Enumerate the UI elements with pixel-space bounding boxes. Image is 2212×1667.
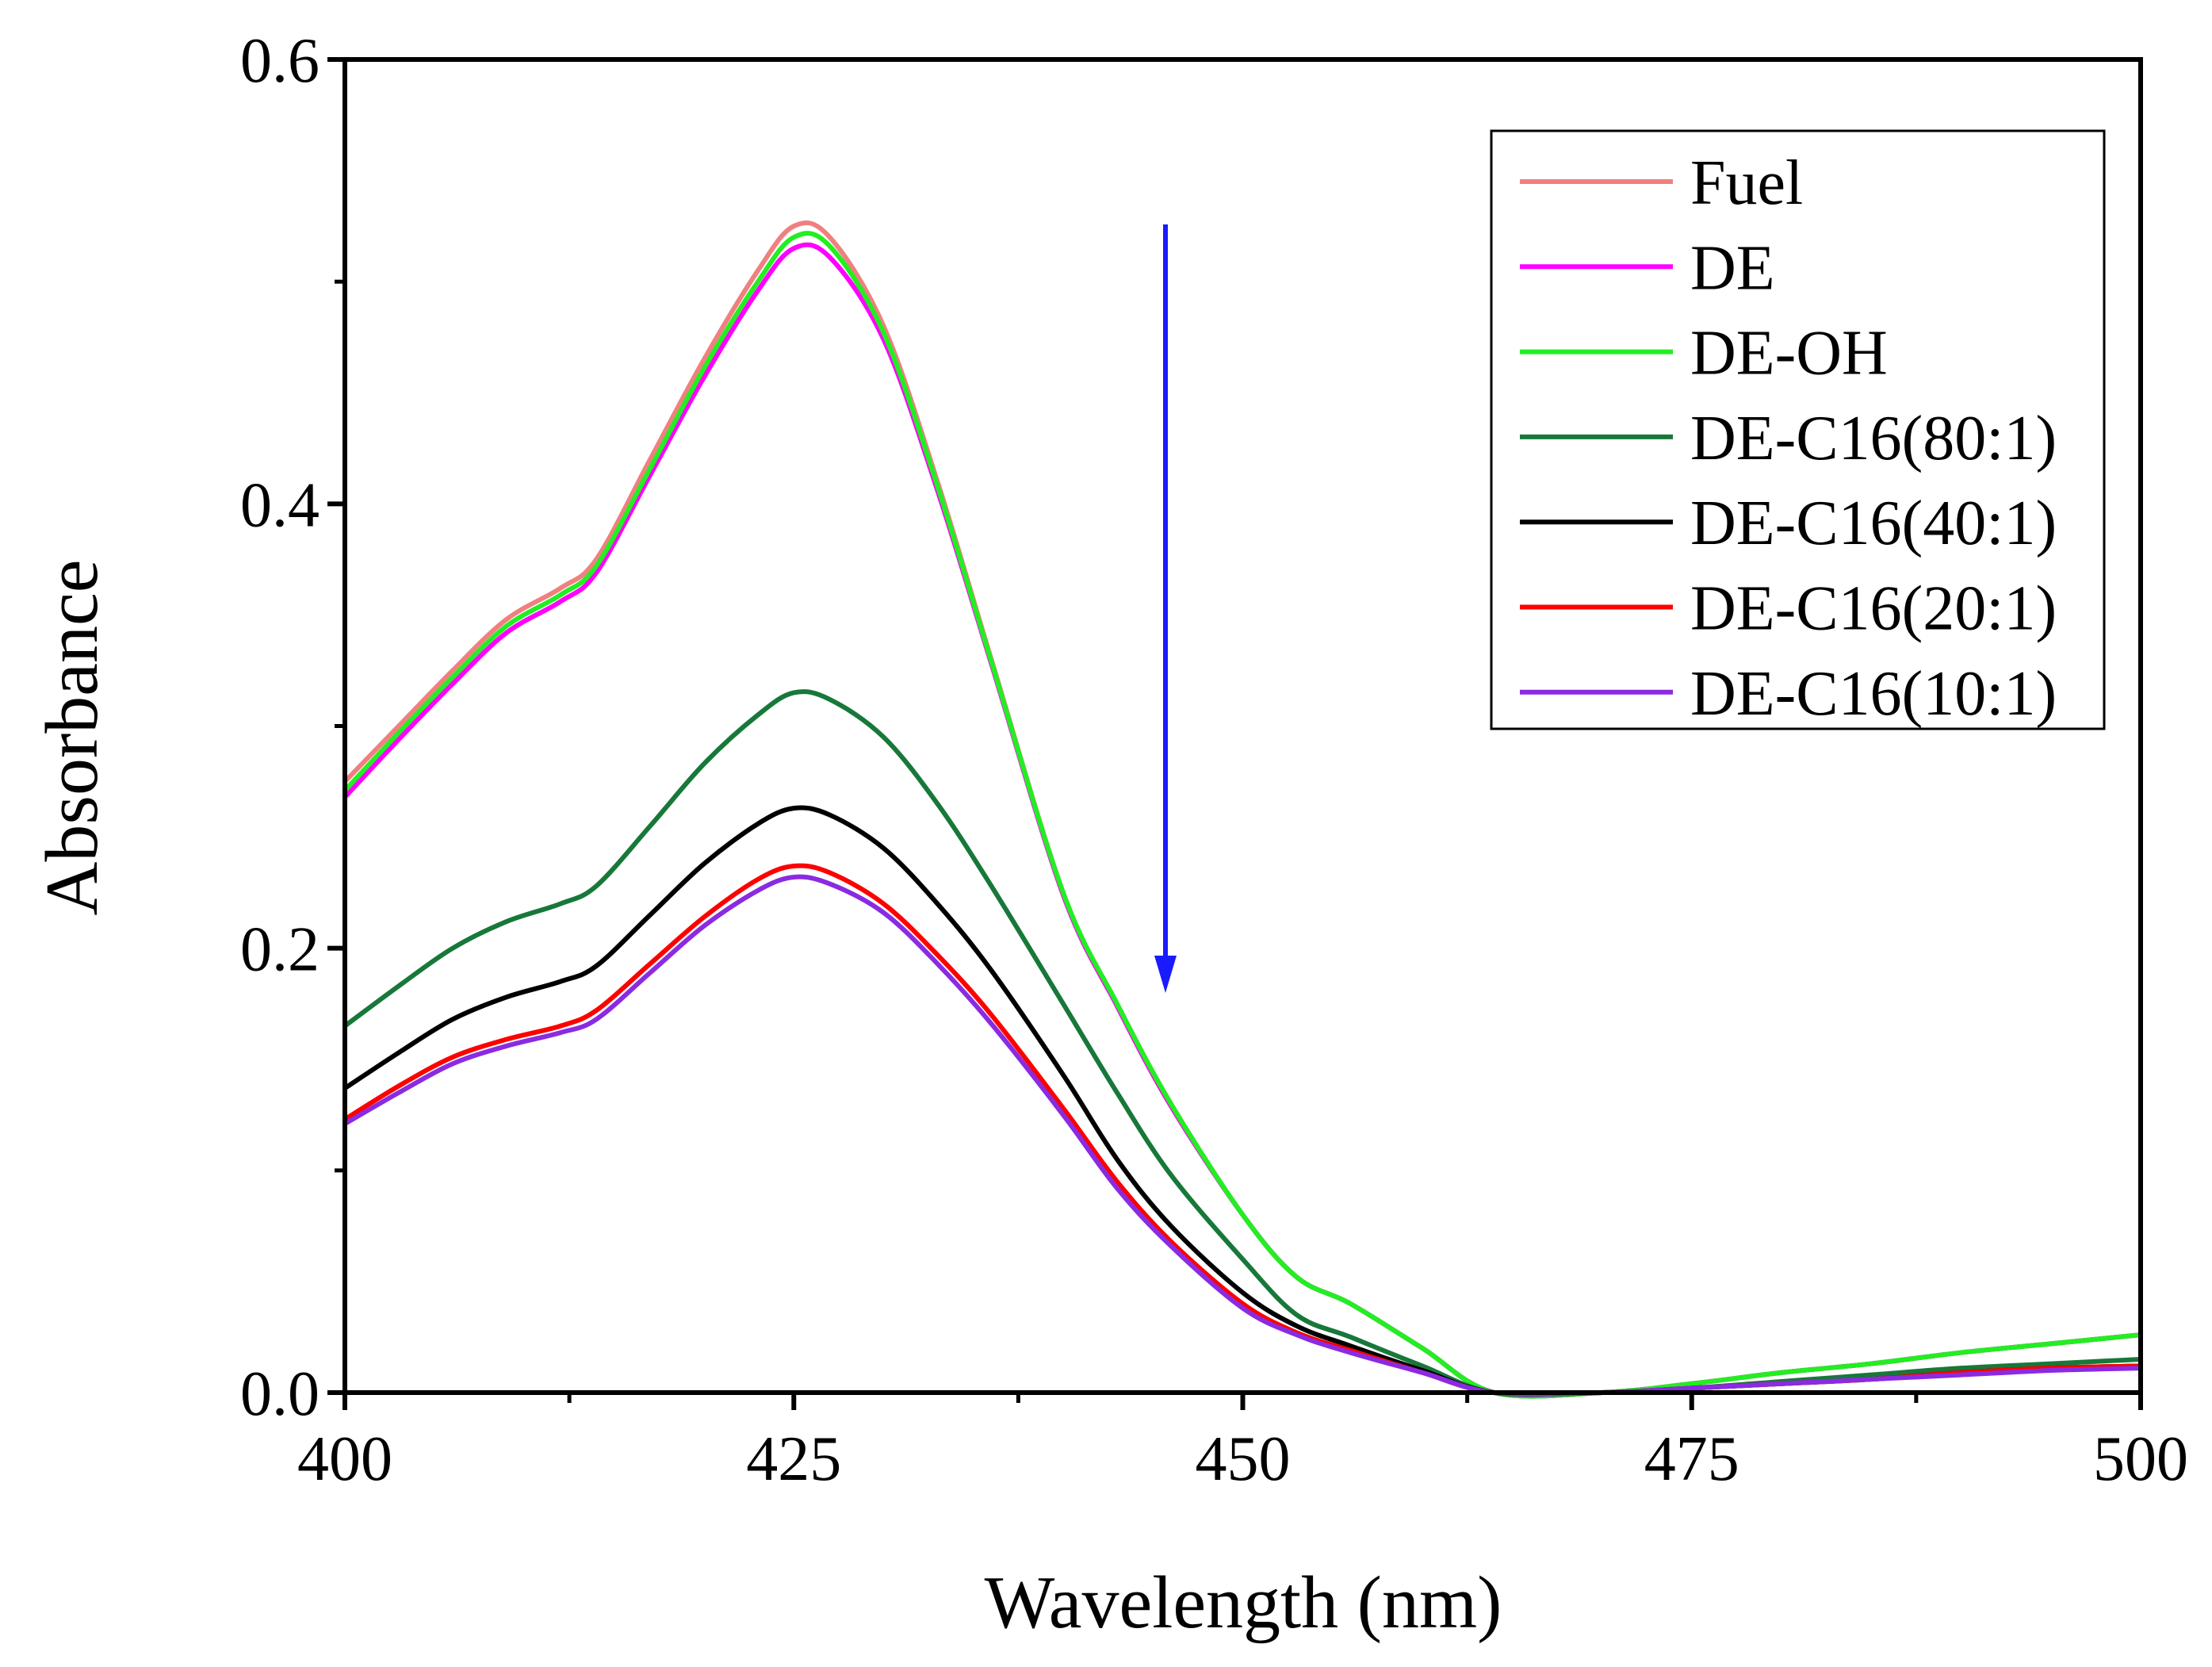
legend-label: DE bbox=[1690, 233, 1775, 303]
down-arrow-annotation bbox=[1154, 224, 1177, 993]
x-tick-label: 475 bbox=[1644, 1424, 1739, 1494]
x-tick-label: 425 bbox=[746, 1424, 841, 1494]
legend-label: DE-C16(40:1) bbox=[1690, 489, 2057, 558]
legend-box bbox=[1490, 129, 2106, 730]
series-line-5 bbox=[343, 863, 2141, 1397]
y-tick-label: 0.0 bbox=[240, 1359, 320, 1429]
x-tick-label: 450 bbox=[1196, 1424, 1291, 1494]
y-axis-label: Absorbance bbox=[31, 560, 113, 916]
x-tick-label: 400 bbox=[297, 1424, 392, 1494]
series-line-2 bbox=[343, 231, 2141, 1399]
y-tick-label: 0.2 bbox=[240, 915, 320, 985]
legend-label: Fuel bbox=[1690, 148, 1803, 218]
legend-label: DE-C16(20:1) bbox=[1690, 574, 2057, 644]
legend-label: DE-C16(80:1) bbox=[1690, 404, 2057, 473]
series-line-6 bbox=[343, 874, 2141, 1397]
x-axis-label: Wavelength (nm) bbox=[985, 1562, 1502, 1644]
series-layer bbox=[343, 220, 2141, 1399]
legend: Fuel DE DE-OH DE-C16(80:1) DE-C16(40:1) DE-C1… bbox=[1490, 129, 2106, 730]
y-tick-label: 0.6 bbox=[240, 26, 320, 96]
x-tick-label: 500 bbox=[2093, 1424, 2188, 1494]
legend-label: DE-OH bbox=[1690, 319, 1888, 389]
legend-label: DE-C16(10:1) bbox=[1690, 659, 2057, 729]
series-line-3 bbox=[343, 689, 2141, 1397]
arrow-head bbox=[1154, 956, 1177, 993]
ticks-layer: 0.0 0.2 0.4 0.6 400 425 450 475 500 bbox=[240, 26, 2188, 1494]
y-tick-label: 0.4 bbox=[240, 470, 320, 540]
